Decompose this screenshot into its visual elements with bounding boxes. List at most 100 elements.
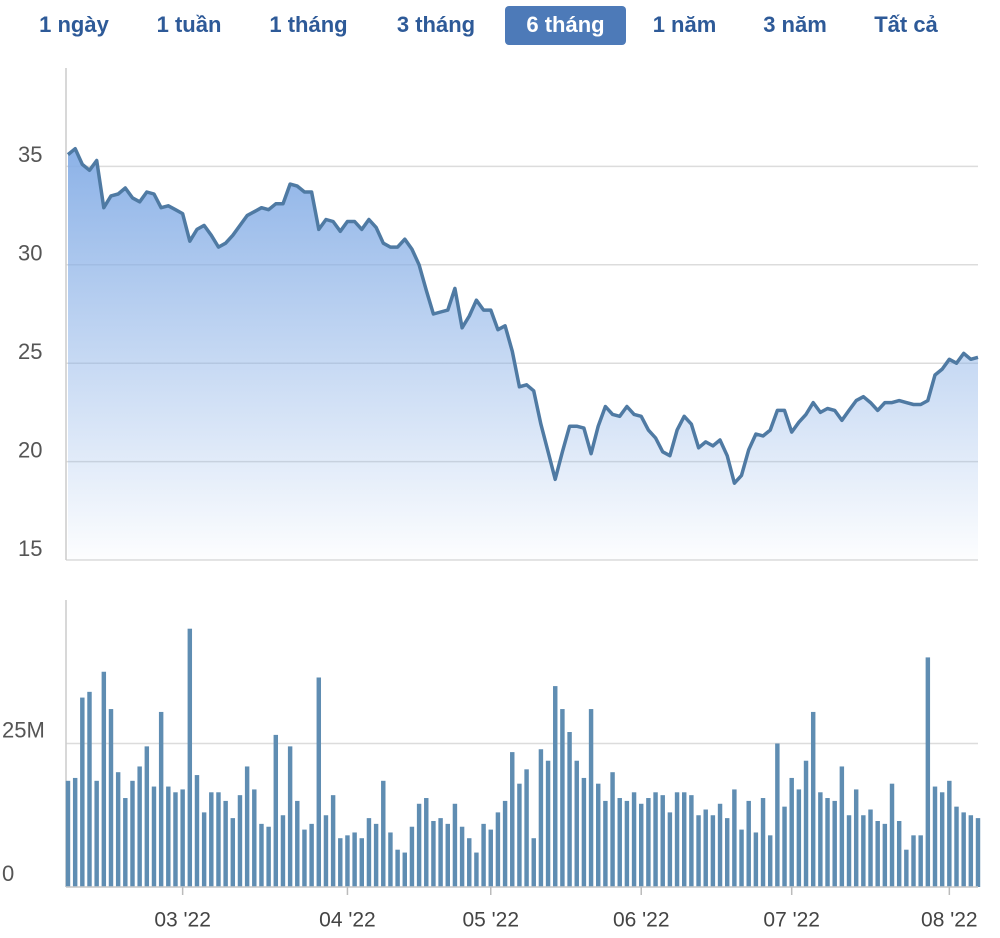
- volume-bar: [904, 849, 909, 887]
- volume-bar: [481, 823, 486, 887]
- volume-bar: [538, 749, 544, 887]
- volume-bar: [789, 777, 794, 887]
- x-tick-label: 08 '22: [921, 909, 978, 932]
- volume-bar: [553, 686, 558, 887]
- volume-bar: [72, 777, 78, 887]
- volume-bar: [975, 818, 981, 887]
- x-tick-label: 06 '22: [613, 909, 670, 932]
- range-button[interactable]: 1 tuần: [157, 12, 222, 37]
- volume-bar: [531, 838, 536, 887]
- x-tick-label: 03 '22: [154, 909, 211, 932]
- volume-bar: [459, 826, 465, 887]
- volume-bar: [366, 818, 372, 887]
- volume-bar: [882, 823, 888, 887]
- range-button-bg[interactable]: [505, 6, 626, 45]
- volume-bar: [968, 815, 974, 887]
- volume-bar: [631, 792, 637, 887]
- volume-bar: [810, 711, 816, 887]
- volume-bar: [201, 812, 207, 887]
- volume-bar: [689, 795, 694, 887]
- volume-bar: [925, 657, 931, 887]
- volume-bar: [739, 829, 744, 887]
- volume-bar: [911, 835, 916, 887]
- volume-bar: [65, 780, 71, 887]
- volume-bar: [381, 780, 386, 887]
- volume-bar: [760, 798, 766, 887]
- volume-bar: [216, 792, 221, 887]
- range-button[interactable]: 3 năm: [763, 12, 827, 37]
- volume-bar: [452, 803, 458, 887]
- volume-bar: [775, 743, 780, 887]
- volume-bar: [495, 812, 501, 887]
- volume-bar: [767, 835, 773, 887]
- volume-bar: [388, 832, 393, 887]
- volume-bar: [610, 772, 615, 887]
- volume-bar: [646, 798, 651, 887]
- volume-bar: [474, 852, 479, 887]
- range-button[interactable]: 1 năm: [653, 12, 717, 37]
- volume-bar: [237, 795, 243, 887]
- volume-bar: [574, 760, 579, 887]
- volume-bar: [681, 792, 687, 887]
- volume-bar: [137, 766, 142, 887]
- volume-bar: [87, 691, 92, 887]
- volume-bar: [524, 769, 529, 887]
- volume-bar: [187, 628, 193, 887]
- volume-bar: [732, 789, 737, 887]
- x-tick-label: 04 '22: [319, 909, 376, 932]
- volume-bar: [545, 760, 551, 887]
- volume-bar: [617, 798, 622, 887]
- volume-bar: [180, 789, 185, 887]
- volume-bar: [796, 789, 802, 887]
- volume-bar: [918, 835, 923, 887]
- volume-bar: [517, 783, 522, 887]
- range-button[interactable]: 6 tháng: [526, 12, 604, 37]
- volume-bar: [230, 818, 236, 887]
- range-button[interactable]: 1 ngày: [39, 12, 109, 37]
- range-button[interactable]: Tất cả: [874, 12, 938, 37]
- volume-bar: [115, 772, 121, 887]
- range-button[interactable]: 3 tháng: [397, 12, 475, 37]
- volume-bar: [703, 809, 708, 887]
- price-line: [66, 146, 979, 485]
- volume-bar: [567, 732, 572, 887]
- volume-bar: [338, 838, 343, 887]
- volume-bar: [660, 795, 665, 887]
- volume-bar: [309, 823, 314, 887]
- volume-bar: [896, 820, 902, 887]
- price-area: [68, 148, 978, 560]
- volume-bar: [667, 812, 673, 887]
- volume-bar: [753, 832, 759, 887]
- y-tick-label: 35: [18, 142, 42, 167]
- volume-bar: [395, 849, 400, 887]
- volume-bar: [151, 786, 157, 887]
- volume-bar: [746, 800, 751, 887]
- volume-bar: [295, 800, 300, 887]
- volume-bar: [624, 800, 630, 887]
- y-tick-label: 30: [18, 241, 42, 266]
- volume-bar: [223, 800, 228, 887]
- volume-bar: [94, 780, 99, 887]
- range-button[interactable]: 1 tháng: [269, 12, 347, 37]
- volume-bar: [123, 798, 128, 887]
- volume-bar: [839, 766, 845, 887]
- volume-bar: [130, 780, 135, 887]
- volume-bar: [345, 835, 350, 887]
- volume-bar: [302, 829, 307, 887]
- volume-bar: [803, 760, 809, 887]
- volume-bar: [560, 709, 565, 887]
- volume-bar: [144, 746, 150, 887]
- volume-bar: [717, 803, 723, 887]
- volume-bar: [158, 711, 164, 887]
- y-tick-label: 20: [18, 437, 42, 462]
- volume-bar: [359, 838, 365, 887]
- volume-bar: [710, 815, 716, 887]
- volume-bar: [932, 786, 938, 887]
- volume-bar: [961, 812, 966, 887]
- volume-bar: [352, 832, 357, 887]
- volume-bar: [266, 826, 271, 887]
- volume-bar: [416, 803, 422, 887]
- volume-bar: [373, 823, 379, 887]
- volume-bar: [832, 800, 837, 887]
